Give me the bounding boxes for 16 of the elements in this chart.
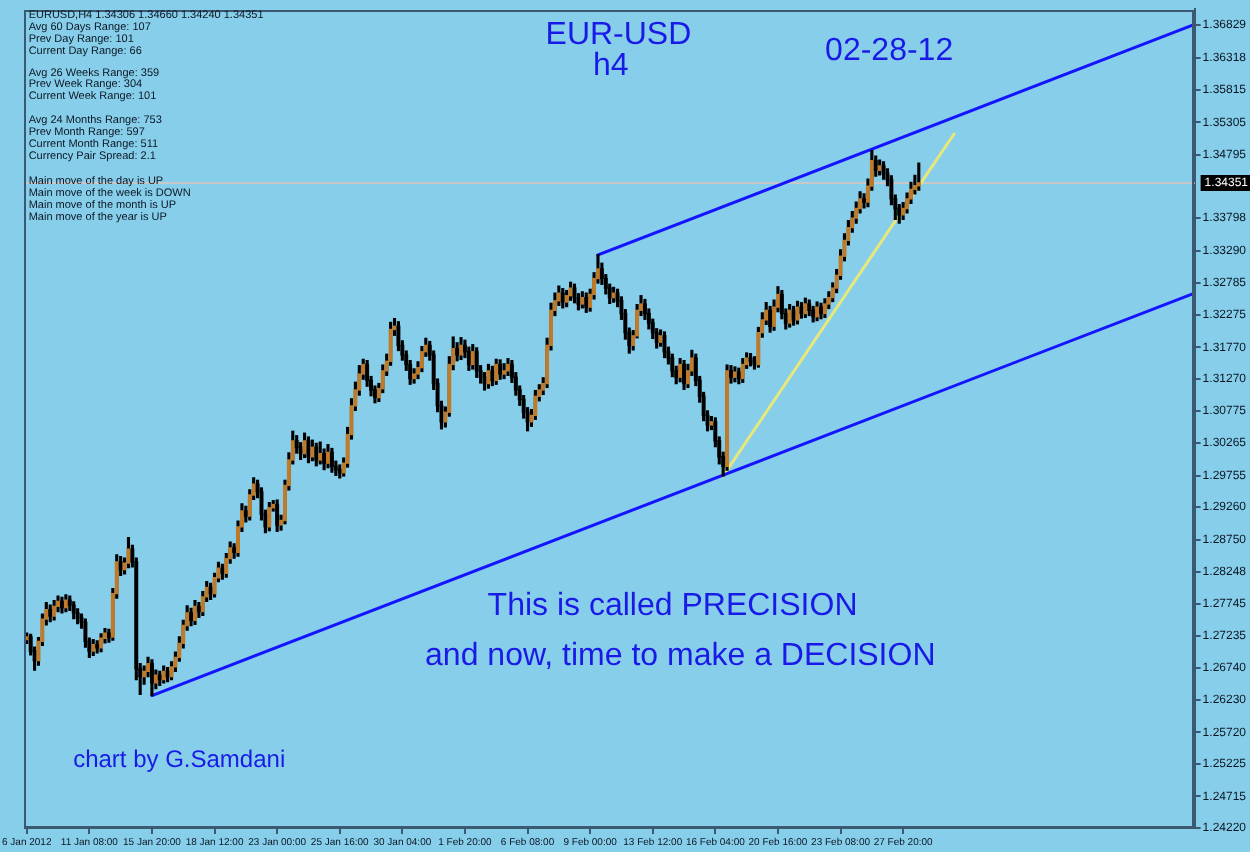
candlestick <box>193 600 197 625</box>
candlestick <box>459 337 463 361</box>
candlestick <box>60 596 64 614</box>
candlestick <box>326 444 330 469</box>
candlestick <box>819 302 823 320</box>
chart-title: EUR-USD <box>545 17 692 52</box>
text: h4 <box>592 49 629 84</box>
annotation: chart by G.Samdani <box>73 745 286 774</box>
candlestick <box>103 628 107 644</box>
candlestick <box>149 659 154 697</box>
candlestick <box>56 595 61 613</box>
annotation: and now, time to make a DECISION <box>425 638 936 673</box>
annotation: 02-28-12 <box>825 33 954 68</box>
candlestick <box>506 358 510 376</box>
annotation: This is called PRECISION <box>487 589 858 624</box>
candlestick <box>682 360 686 390</box>
